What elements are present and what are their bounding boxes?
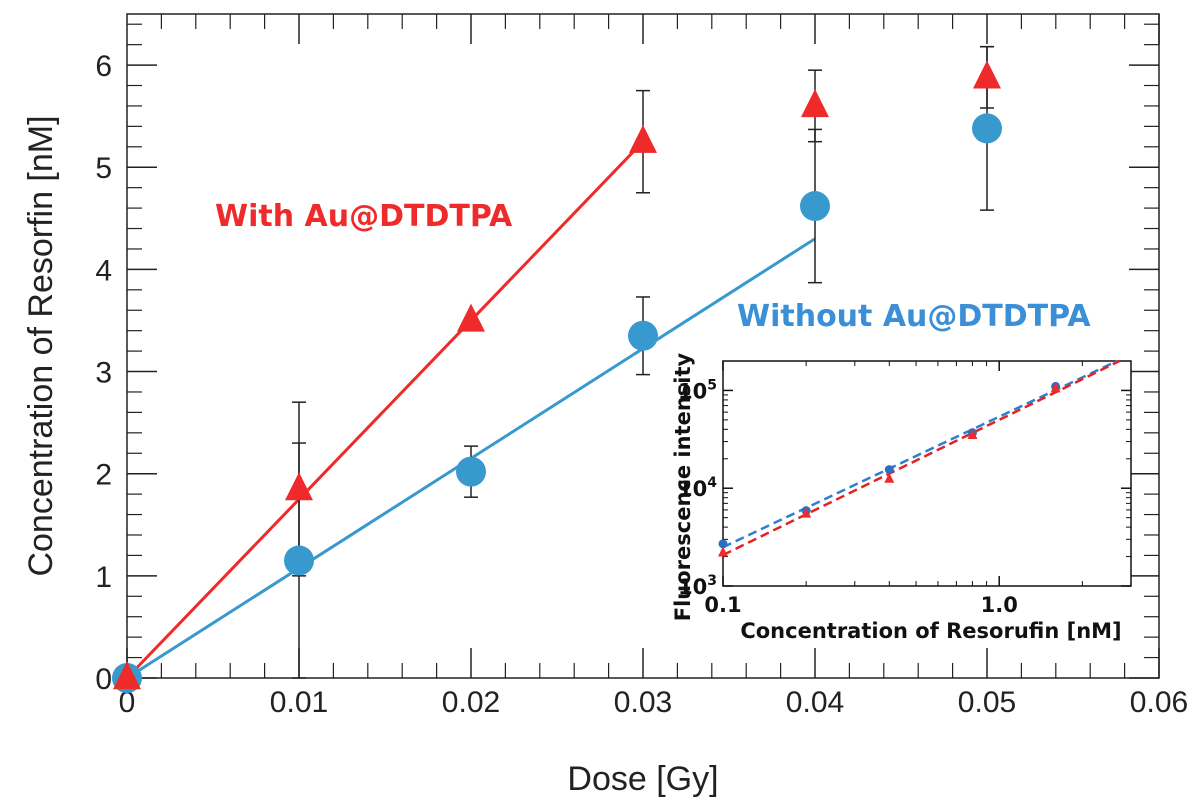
y-tick-label: 2 bbox=[95, 459, 112, 492]
fit-line-series-0 bbox=[125, 140, 645, 680]
series-label-with-au: With Au@DTDTPA bbox=[215, 199, 513, 234]
inset-x-tick-label: 0.1 bbox=[704, 593, 741, 617]
inset-x-axis-label: Concentration of Resorufin [nM] bbox=[740, 619, 1121, 643]
data-point-without-au bbox=[628, 320, 658, 351]
y-tick-label: 4 bbox=[95, 254, 112, 287]
x-axis-label: Dose [Gy] bbox=[567, 760, 718, 798]
inset-y-tick-exponent: 5 bbox=[707, 377, 717, 393]
data-point-without-au bbox=[800, 191, 830, 222]
inset-y-tick-base: 10 bbox=[678, 575, 707, 599]
x-tick-label: 0.04 bbox=[786, 686, 844, 719]
inset-y-tick-base: 10 bbox=[678, 477, 707, 501]
inset-fit-line-red bbox=[722, 359, 1121, 557]
data-point-with-au bbox=[801, 89, 829, 118]
inset-data-point-circle bbox=[718, 539, 728, 549]
y-tick-label: 5 bbox=[95, 152, 112, 185]
y-axis-label: Concentration of Resorfin [nM] bbox=[22, 115, 60, 576]
data-point-with-au bbox=[457, 303, 485, 332]
series-label-without-au: Without Au@DTDTPA bbox=[737, 299, 1091, 334]
x-tick-label: 0.02 bbox=[442, 686, 500, 719]
inset-y-axis-label: Fluorescence intensity bbox=[671, 352, 695, 621]
inset-y-tick-label: 105 bbox=[678, 377, 717, 403]
inset-fit-line-blue bbox=[722, 359, 1118, 549]
x-tick-label: 0.06 bbox=[1130, 686, 1188, 719]
x-tick-label: 0.01 bbox=[270, 686, 328, 719]
data-point-without-au bbox=[456, 456, 486, 487]
inset-fit-lines bbox=[722, 359, 1121, 557]
inset-data-point-triangle bbox=[884, 472, 895, 483]
y-tick-label: 0 bbox=[95, 663, 112, 696]
data-point-with-au bbox=[113, 661, 141, 690]
main-plot: 0 0.01 0.02 0.03 0.04 0.05 0.06 0 1 2 3 4 5 6 Dose [… bbox=[22, 13, 1188, 798]
inset-data-markers bbox=[718, 381, 1061, 557]
inset-data-point-triangle bbox=[967, 429, 978, 440]
inset-plot-frame bbox=[722, 360, 1132, 587]
y-tick-label: 1 bbox=[95, 561, 112, 594]
inset-y-tick-exponent: 4 bbox=[707, 475, 717, 491]
data-point-with-au bbox=[629, 124, 657, 153]
data-point-without-au bbox=[284, 545, 314, 576]
inset-data-point-circle bbox=[884, 465, 894, 475]
inset-x-axis: 0.1 1.0 bbox=[704, 361, 1132, 617]
inset-x-tick-label: 1.0 bbox=[981, 593, 1018, 617]
x-tick-label: 0 bbox=[119, 686, 136, 719]
inset-y-tick-label: 104 bbox=[678, 475, 717, 501]
x-tick-label: 0.03 bbox=[614, 686, 672, 719]
data-point-with-au bbox=[973, 60, 1001, 89]
inset-y-tick-label: 103 bbox=[678, 573, 717, 599]
inset-y-tick-base: 10 bbox=[678, 379, 707, 403]
inset-data-point-triangle bbox=[801, 507, 812, 518]
main-x-axis: 0 0.01 0.02 0.03 0.04 0.05 0.06 bbox=[119, 14, 1188, 719]
data-point-without-au bbox=[972, 113, 1002, 144]
main-data-markers bbox=[112, 60, 1002, 693]
inset-y-tick-exponent: 3 bbox=[707, 573, 717, 589]
y-tick-label: 3 bbox=[95, 357, 112, 390]
main-y-axis: 0 1 2 3 4 5 6 bbox=[95, 23, 1159, 696]
y-tick-label: 6 bbox=[95, 50, 112, 83]
inset-data-point-triangle bbox=[1050, 382, 1061, 393]
inset-data-point-triangle bbox=[718, 546, 728, 557]
x-tick-label: 0.05 bbox=[958, 686, 1016, 719]
data-point-with-au bbox=[285, 472, 313, 501]
